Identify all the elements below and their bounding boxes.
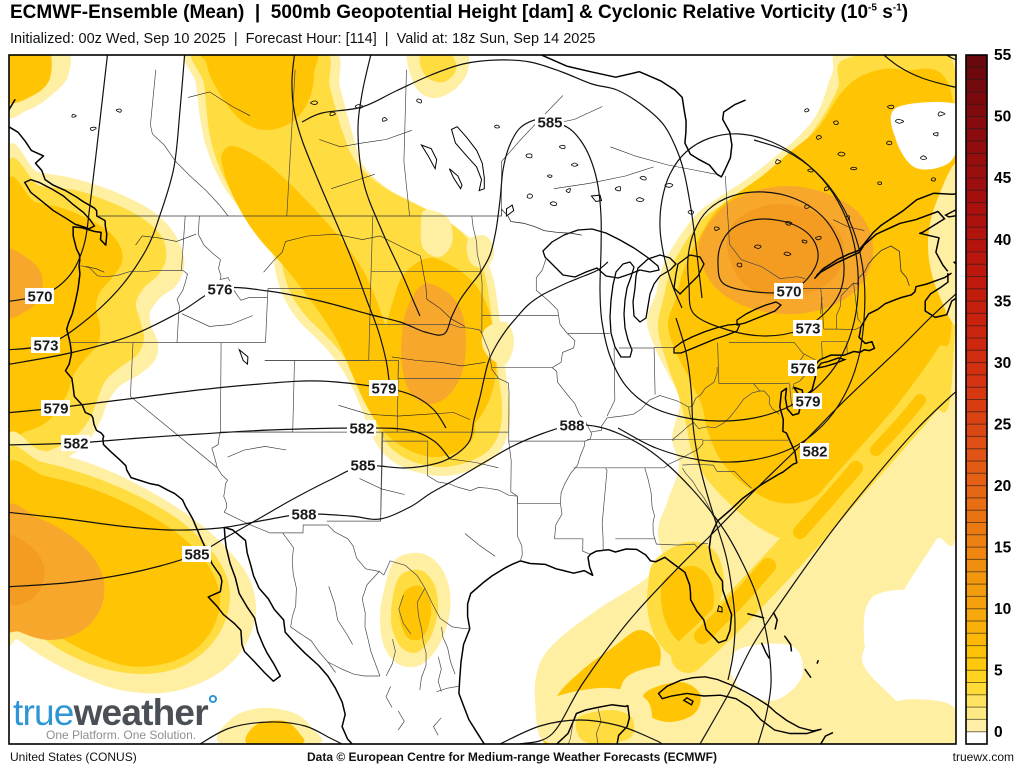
svg-text:585: 585 — [350, 458, 375, 475]
svg-text:45: 45 — [994, 170, 1012, 187]
svg-text:582: 582 — [802, 444, 827, 461]
svg-text:20: 20 — [994, 478, 1011, 495]
svg-text:40: 40 — [994, 232, 1011, 249]
svg-text:570: 570 — [27, 289, 52, 306]
svg-text:585: 585 — [184, 547, 209, 564]
svg-text:55: 55 — [994, 47, 1012, 64]
svg-text:576: 576 — [790, 361, 815, 378]
svg-text:579: 579 — [795, 394, 820, 411]
svg-text:15: 15 — [994, 539, 1012, 556]
svg-text:570: 570 — [776, 284, 801, 301]
svg-text:576: 576 — [207, 282, 232, 299]
svg-text:579: 579 — [43, 401, 68, 418]
svg-text:50: 50 — [994, 109, 1011, 126]
svg-text:25: 25 — [994, 416, 1012, 433]
svg-text:5: 5 — [994, 662, 1003, 679]
svg-text:30: 30 — [994, 355, 1011, 372]
svg-text:585: 585 — [537, 115, 562, 132]
svg-text:573: 573 — [33, 338, 58, 355]
svg-text:10: 10 — [994, 601, 1011, 618]
svg-text:582: 582 — [349, 421, 374, 438]
svg-text:573: 573 — [795, 321, 820, 338]
svg-text:0: 0 — [994, 724, 1003, 741]
svg-text:582: 582 — [63, 436, 88, 453]
svg-text:588: 588 — [291, 507, 316, 524]
svg-text:579: 579 — [371, 381, 396, 398]
svg-text:588: 588 — [559, 418, 584, 435]
svg-text:35: 35 — [994, 293, 1012, 310]
